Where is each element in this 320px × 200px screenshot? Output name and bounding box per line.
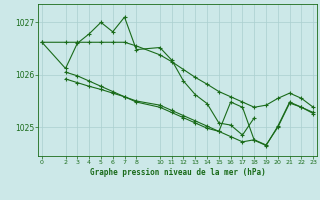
X-axis label: Graphe pression niveau de la mer (hPa): Graphe pression niveau de la mer (hPa) xyxy=(90,168,266,177)
